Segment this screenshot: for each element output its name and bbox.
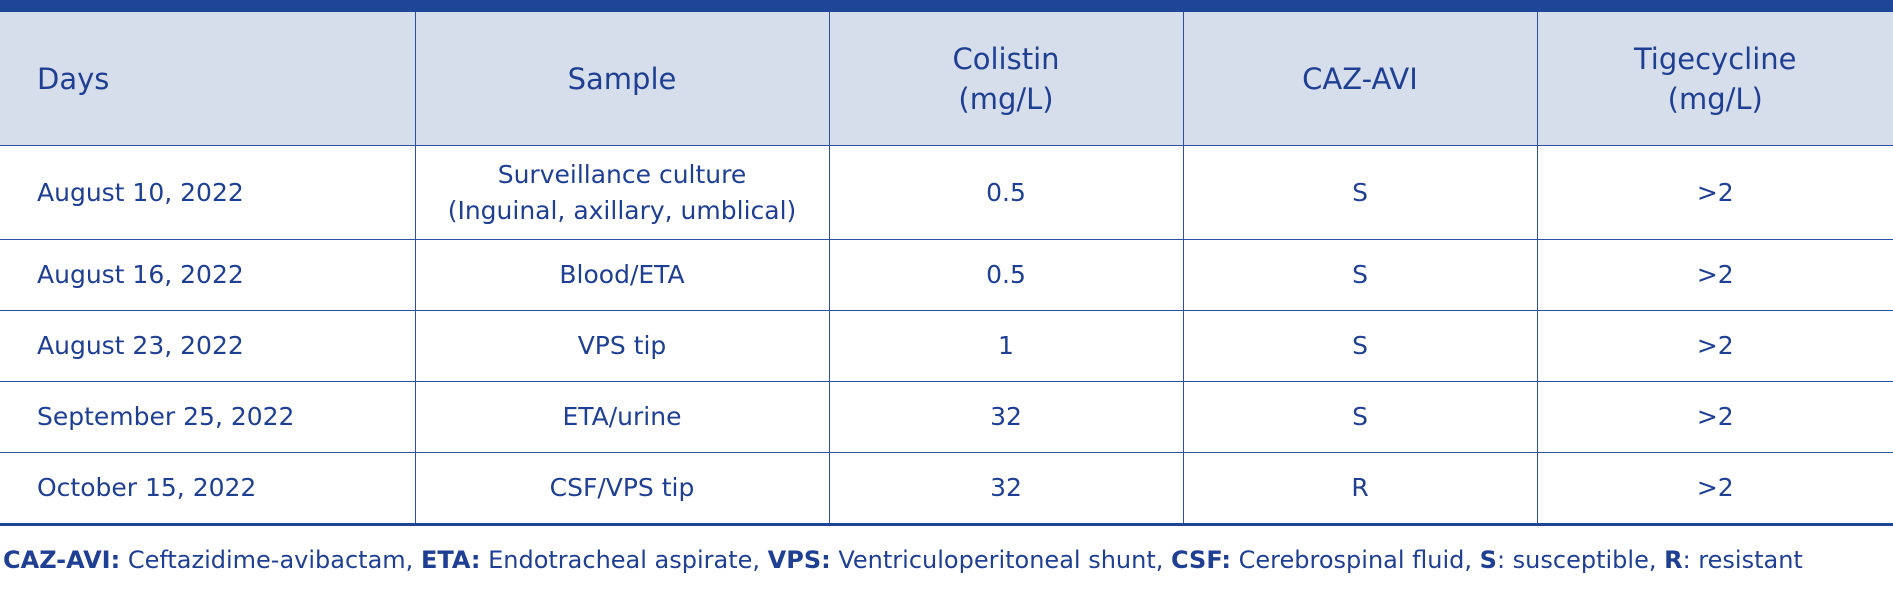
footnote-abbr: CSF: [1171,546,1232,574]
cell-line: Colistin [952,41,1060,76]
header-cell: Colistin (mg/L) [828,12,1184,146]
footnote: CAZ-AVI: Ceftazidime-avibactam, ETA: End… [0,526,1893,574]
cell-line: (mg/L) [958,81,1054,116]
footnote-text: Ceftazidime-avibactam, [120,546,421,574]
table-row: September 25, 2022 ETA/urine 32 S >2 [0,381,1893,453]
footnote-abbr: ETA: [420,546,481,574]
header-cell: CAZ-AVI [1182,12,1538,146]
footnote-text: Cerebrospinal fluid, [1231,546,1480,574]
table-cell: S [1182,310,1538,382]
footnote-abbr: S [1479,546,1497,574]
table-cell: 32 [828,381,1184,453]
cell-line: (Inguinal, axillary, umblical) [447,195,797,225]
table-cell: 0.5 [828,239,1184,311]
header-cell: Tigecycline (mg/L) [1536,12,1893,146]
table-cell: >2 [1536,381,1893,453]
footnote-abbr: CAZ-AVI: [3,546,121,574]
table-cell: 1 [828,310,1184,382]
table-row: August 23, 2022 VPS tip 1 S >2 [0,310,1893,382]
table-cell: September 25, 2022 [0,381,416,453]
results-table: Days Sample Colistin (mg/L) CAZ-AVI Tigecycli… [0,12,1893,526]
table-cell: R [1182,452,1538,525]
table-cell: >2 [1536,145,1893,240]
header-cell: Sample [414,12,830,146]
header-cell: Days [0,12,416,146]
table-cell: Blood/ETA [414,239,830,311]
table-container: Days Sample Colistin (mg/L) CAZ-AVI Tigecycli… [0,0,1893,574]
footnote-abbr: VPS: [767,546,831,574]
footnote-abbr: R [1664,546,1683,574]
footnote-text: : susceptible, [1496,546,1665,574]
footnote-text: Endotracheal aspirate, [480,546,768,574]
table-cell: August 23, 2022 [0,310,416,382]
cell-line: Tigecycline [1633,41,1797,76]
table-cell: CSF/VPS tip [414,452,830,525]
table-cell: >2 [1536,239,1893,311]
table-cell: 32 [828,452,1184,525]
table-row: August 10, 2022 Surveillance culture (Ingu… [0,145,1893,240]
table-cell: Surveillance culture (Inguinal, axillary,… [414,145,830,240]
table-cell: >2 [1536,452,1893,525]
footnote-text: Ventriculoperitoneal shunt, [830,546,1171,574]
table-row: October 15, 2022 CSF/VPS tip 32 R >2 [0,452,1893,525]
table-cell: August 16, 2022 [0,239,416,311]
cell-line: (mg/L) [1667,81,1763,116]
table-cell: 0.5 [828,145,1184,240]
table-cell: S [1182,381,1538,453]
table-row: August 16, 2022 Blood/ETA 0.5 S >2 [0,239,1893,311]
table-cell: >2 [1536,310,1893,382]
table-cell: S [1182,239,1538,311]
cell-line: Surveillance culture [497,159,747,189]
table-cell: ETA/urine [414,381,830,453]
table-cell: October 15, 2022 [0,452,416,525]
table-body: August 10, 2022 Surveillance culture (Ingu… [0,145,1893,525]
table-cell: August 10, 2022 [0,145,416,240]
table-cell: VPS tip [414,310,830,382]
header-row: Days Sample Colistin (mg/L) CAZ-AVI Tigecycli… [0,12,1893,146]
table-cell: S [1182,145,1538,240]
footnote-text: : resistant [1682,546,1803,574]
